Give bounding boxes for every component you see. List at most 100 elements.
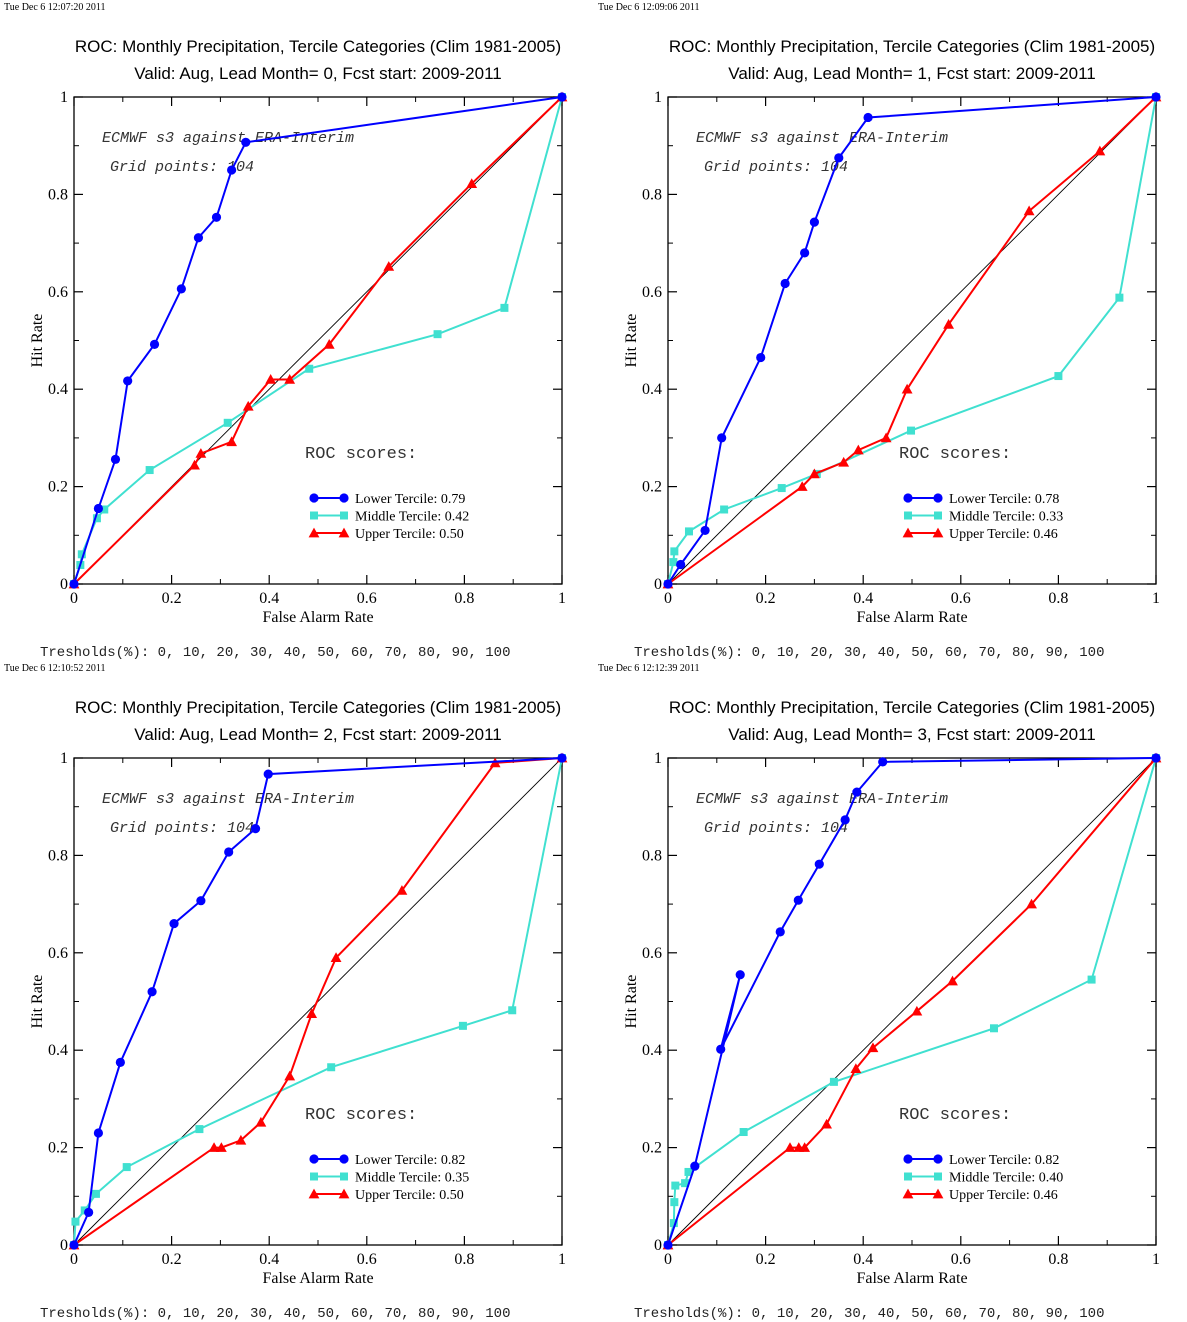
series-2 [662, 752, 1162, 1250]
data-point [684, 1167, 693, 1176]
timestamp: Tue Dec 6 12:12:39 2011 [598, 663, 699, 674]
data-point [84, 1207, 94, 1217]
x-tick-label: 0 [70, 1251, 78, 1268]
data-point [208, 1142, 220, 1152]
data-point [284, 374, 296, 384]
legend-item: Middle Tercile: 0.33 [904, 510, 1063, 525]
data-point [735, 970, 745, 980]
data-point [947, 975, 958, 986]
legend-item: Lower Tercile: 0.82 [309, 1153, 465, 1168]
legend-marker [933, 1154, 943, 1164]
y-tick-label: 0.2 [48, 479, 68, 496]
series-0 [69, 92, 567, 589]
roc-panel-lead-0: Tue Dec 6 12:07:20 2011 ROC: Monthly Prec… [0, 0, 594, 661]
timestamp: Tue Dec 6 12:09:06 2011 [598, 2, 699, 13]
y-tick-label: 0.6 [48, 284, 68, 301]
legend-item: Lower Tercile: 0.79 [309, 492, 465, 507]
y-tick-label: 0.8 [642, 847, 662, 864]
data-point [466, 178, 478, 189]
chart-subtitle: Valid: Aug, Lead Month= 3, Fcst start: 2… [728, 725, 1095, 744]
y-tick-label: 1 [60, 89, 68, 106]
data-point [215, 1142, 227, 1152]
roc-chart-svg: Tue Dec 6 12:10:52 2011 ROC: Monthly Prec… [4, 663, 568, 1322]
roc-scores-heading: ROC scores: [305, 1106, 417, 1125]
model-annotation: ECMWF s3 against ERA-Interim [102, 791, 354, 808]
legend-item: Middle Tercile: 0.40 [904, 1171, 1063, 1186]
data-point [557, 92, 567, 102]
legend-marker [309, 493, 319, 503]
series-0 [663, 753, 1161, 1250]
x-tick-label: 0 [664, 590, 672, 607]
grid-points-annotation: Grid points: 104 [704, 820, 848, 837]
x-tick-label: 0.6 [951, 1251, 971, 1268]
data-point [123, 376, 133, 386]
data-point [838, 456, 850, 467]
data-point [669, 558, 678, 567]
legend-item: Upper Tercile: 0.50 [308, 1188, 464, 1203]
roc-chart-svg: Tue Dec 6 12:12:39 2011 ROC: Monthly Prec… [598, 663, 1162, 1322]
data-point [71, 1217, 80, 1226]
data-point [147, 987, 157, 997]
legend-marker [902, 527, 914, 538]
chart-title: ROC: Monthly Precipitation, Tercile Cate… [669, 698, 1155, 717]
roc-panel-lead-1: Tue Dec 6 12:09:06 2011 ROC: Monthly Prec… [594, 0, 1187, 661]
data-point [663, 579, 673, 589]
y-tick-label: 0.6 [642, 284, 662, 301]
grid-points-annotation: Grid points: 104 [110, 820, 254, 837]
x-tick-label: 0.2 [756, 590, 776, 607]
data-point [720, 505, 729, 514]
thresholds-caption: Tresholds(%): 0, 10, 20, 30, 40, 50, 60,… [634, 645, 1104, 661]
data-point [809, 217, 819, 227]
y-tick-label: 0 [654, 576, 662, 593]
legend-label: Lower Tercile: 0.79 [355, 492, 465, 507]
legend-label: Upper Tercile: 0.46 [949, 1188, 1058, 1203]
legend-marker [934, 1172, 942, 1181]
roc-chart-svg: Tue Dec 6 12:09:06 2011 ROC: Monthly Prec… [598, 2, 1162, 661]
y-tick-label: 0.4 [642, 381, 662, 398]
legend-marker [309, 1154, 319, 1164]
data-point [169, 918, 179, 929]
data-point [784, 1142, 796, 1152]
y-tick-label: 0 [60, 576, 68, 593]
x-tick-label: 0.6 [357, 1251, 377, 1268]
x-axis-label: False Alarm Rate [856, 1270, 967, 1287]
data-point [263, 769, 273, 779]
series-0 [663, 92, 1161, 589]
x-tick-label: 1 [558, 1251, 566, 1268]
y-tick-label: 0 [654, 1237, 662, 1254]
legend-label: Middle Tercile: 0.35 [355, 1171, 469, 1186]
data-point [775, 927, 785, 937]
data-point [671, 1181, 680, 1190]
data-point [93, 503, 103, 514]
legend-label: Upper Tercile: 0.50 [355, 1188, 464, 1203]
data-point [989, 1024, 998, 1033]
model-annotation: ECMWF s3 against ERA-Interim [102, 130, 354, 147]
legend-item: Middle Tercile: 0.35 [310, 1171, 469, 1186]
data-point [1151, 753, 1161, 763]
y-tick-label: 0.2 [642, 479, 662, 496]
legend-label: Middle Tercile: 0.40 [949, 1171, 1063, 1186]
data-point [681, 1179, 690, 1188]
data-point [265, 374, 277, 384]
legend-marker [903, 493, 913, 503]
data-point [663, 1240, 673, 1250]
roc-scores-heading: ROC scores: [305, 445, 417, 464]
data-point [863, 112, 873, 123]
data-point [852, 444, 864, 455]
data-point [69, 1240, 79, 1250]
x-tick-label: 0.4 [259, 590, 279, 607]
data-point [100, 505, 109, 514]
data-point [250, 824, 261, 834]
y-tick-label: 0 [60, 1237, 68, 1254]
data-point [176, 284, 186, 294]
model-annotation: ECMWF s3 against ERA-Interim [696, 130, 948, 147]
chart-subtitle: Valid: Aug, Lead Month= 1, Fcst start: 2… [728, 64, 1095, 83]
data-point [901, 383, 913, 394]
data-point [850, 1063, 862, 1074]
data-point [780, 278, 790, 289]
data-point [195, 1125, 204, 1134]
x-tick-label: 0.8 [454, 1251, 474, 1268]
data-point [93, 1128, 103, 1138]
data-point [700, 525, 710, 536]
data-point [716, 1044, 726, 1054]
